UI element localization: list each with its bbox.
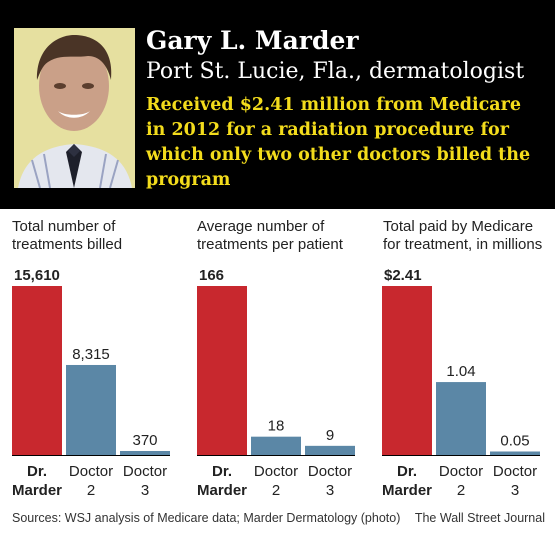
chart-2-category-label-1: Dr.	[212, 463, 232, 480]
chart-1-bar-1	[12, 286, 62, 455]
chart-3-category-label-3: Doctor	[493, 463, 537, 480]
chart-1-category-label-1: Dr.	[27, 463, 47, 480]
chart-1-value-label-1: 15,610	[14, 267, 60, 284]
chart-2-category-label-3: 3	[326, 482, 334, 499]
person-name: Gary L. Marder	[146, 26, 359, 55]
chart-1-value-label-3: 370	[132, 432, 157, 449]
chart-2-value-label-2: 18	[268, 418, 285, 435]
chart-2-value-label-1: 166	[199, 267, 224, 284]
chart-3-bar-1	[382, 286, 432, 455]
chart-3-category-label-3: 3	[511, 482, 519, 499]
person-location-title: Port St. Lucie, Fla., dermatologist	[146, 59, 525, 84]
portrait-photo	[14, 28, 135, 188]
chart-3-value-label-1: $2.41	[384, 267, 422, 284]
bar-charts: 15,610 Dr. Marder 8,315 Doctor 2 370 Doctor 3 166…	[12, 267, 540, 499]
chart-2-bar-3	[305, 445, 355, 455]
chart-3-value-label-2: 1.04	[446, 363, 475, 380]
chart-2-category-label-3: Doctor	[308, 463, 352, 480]
chart-2-category-label-2: Doctor	[254, 463, 298, 480]
chart-3-value-label-3: 0.05	[500, 432, 529, 449]
sources-note: Sources: WSJ analysis of Medicare data; …	[12, 511, 401, 525]
chart-1-bar-2	[66, 364, 116, 455]
chart-1-category-label-3: Doctor	[123, 463, 167, 480]
chart-1-value-label-2: 8,315	[72, 346, 110, 363]
publisher-credit: The Wall Street Journal	[414, 511, 545, 525]
chart-2-category-label-1: Marder	[197, 482, 247, 499]
chart-1-title: Total number of treatments billed	[12, 218, 123, 253]
chart-3-category-label-2: Doctor	[439, 463, 483, 480]
chart-3-bar-2	[436, 382, 486, 455]
header-banner: Gary L. Marder Port St. Lucie, Fla., der…	[0, 0, 555, 209]
chart-2-bar-2	[251, 436, 301, 455]
chart-1-category-label-1: Marder	[12, 482, 62, 499]
chart-3-title: Total paid by Medicare for treatment, in…	[383, 218, 543, 253]
chart-1-category-label-3: 3	[141, 482, 149, 499]
chart-1-category-label-2: Doctor	[69, 463, 113, 480]
chart-2-bar-1	[197, 286, 247, 455]
headline: Received $2.41 million from Medicare in …	[146, 95, 531, 190]
chart-1-bar-3	[120, 450, 170, 455]
chart-2-value-label-3: 9	[326, 427, 334, 444]
chart-2-title: Average number of treatments per patient	[197, 218, 343, 253]
chart-3-category-label-1: Marder	[382, 482, 432, 499]
chart-3-category-label-2: 2	[457, 482, 465, 499]
chart-1-category-label-2: 2	[87, 482, 95, 499]
chart-2-category-label-2: 2	[272, 482, 280, 499]
chart-3-category-label-1: Dr.	[397, 463, 417, 480]
chart-3-bar-3	[490, 451, 540, 455]
